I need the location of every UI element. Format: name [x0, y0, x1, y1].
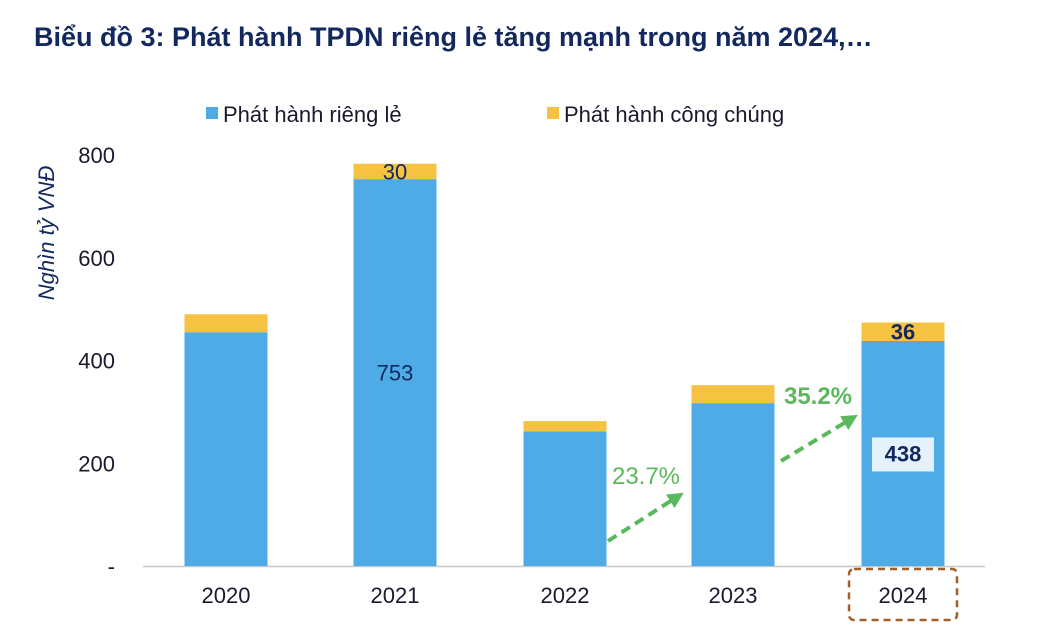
x-tick-label: 2020: [202, 583, 251, 608]
bar-segment-public: [353, 163, 437, 180]
x-tick-label: 2022: [541, 583, 590, 608]
y-tick-label: 400: [78, 349, 115, 374]
legend-label: Phát hành riêng lẻ: [223, 102, 402, 127]
data-label: 36: [891, 320, 915, 345]
bar-segment-private: [353, 179, 437, 567]
legend-swatch: [206, 107, 218, 119]
y-axis-label: Nghìn tỷ VNĐ: [34, 166, 59, 301]
legend-swatch: [547, 107, 559, 119]
x-tick-label: 2021: [371, 583, 420, 608]
x-tick-label: 2024: [879, 583, 928, 608]
highlight-box-2024: [847, 567, 959, 622]
x-tick-label: 2023: [709, 583, 758, 608]
growth-arrow: [606, 492, 684, 543]
y-tick-label: 200: [78, 451, 115, 476]
bar-segment-public: [691, 385, 775, 404]
chart-title: Biểu đồ 3: Phát hành TPDN riêng lẻ tăng …: [34, 22, 873, 52]
data-label: 438: [885, 441, 922, 466]
bar-segment-private: [184, 332, 268, 566]
bar-segment-public: [184, 314, 268, 333]
data-label-box: [872, 437, 934, 472]
y-tick-label: 600: [78, 246, 115, 271]
bar-segment-private: [523, 431, 607, 566]
bar-segment-public: [523, 421, 607, 432]
bar-segment-public: [861, 322, 945, 341]
growth-label: 23.7%: [612, 463, 680, 490]
bar-segment-private: [691, 403, 775, 566]
data-label: 30: [383, 159, 407, 184]
y-tick-label: -: [108, 554, 115, 579]
legend-label: Phát hành công chúng: [564, 102, 784, 127]
growth-label: 35.2%: [784, 383, 852, 410]
data-label: 753: [377, 361, 414, 386]
y-tick-label: 800: [78, 143, 115, 168]
growth-arrow: [779, 414, 858, 463]
